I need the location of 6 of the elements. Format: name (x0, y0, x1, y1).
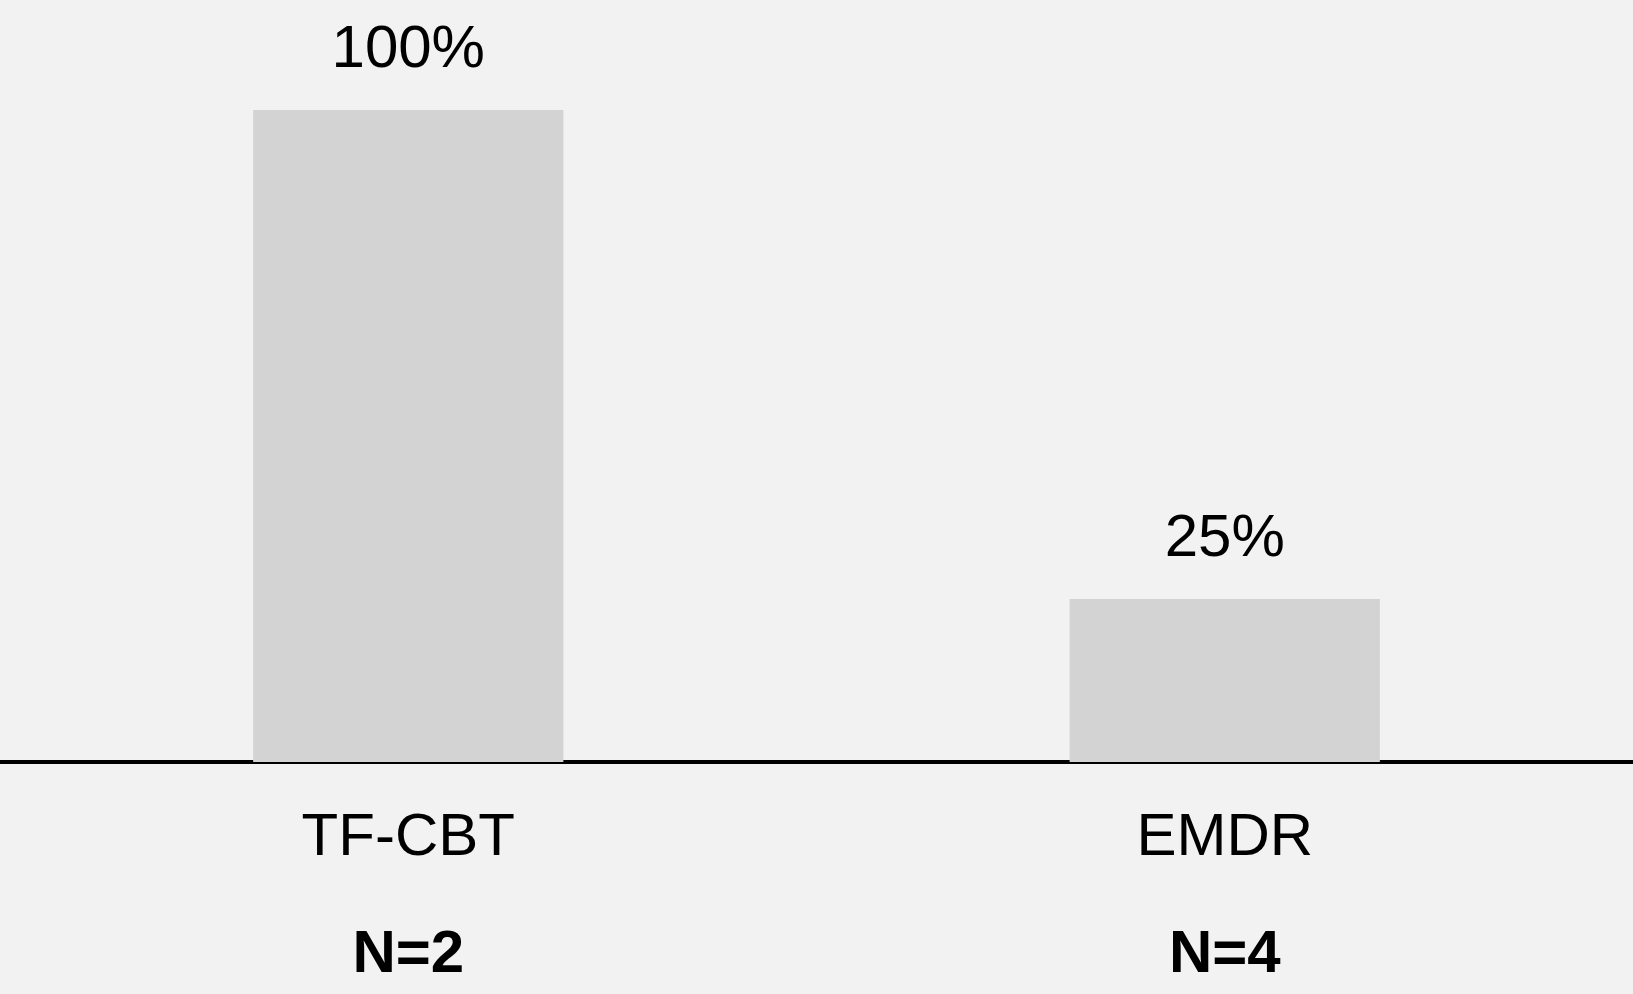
data-label: 100% (331, 12, 485, 80)
text: N=2 (352, 918, 465, 985)
x-tick-label: TF-CBT (301, 800, 515, 868)
x-tick-label: EMDR (1136, 800, 1314, 868)
data-label: 25% (1164, 501, 1285, 569)
text: N=4 (1168, 918, 1282, 985)
